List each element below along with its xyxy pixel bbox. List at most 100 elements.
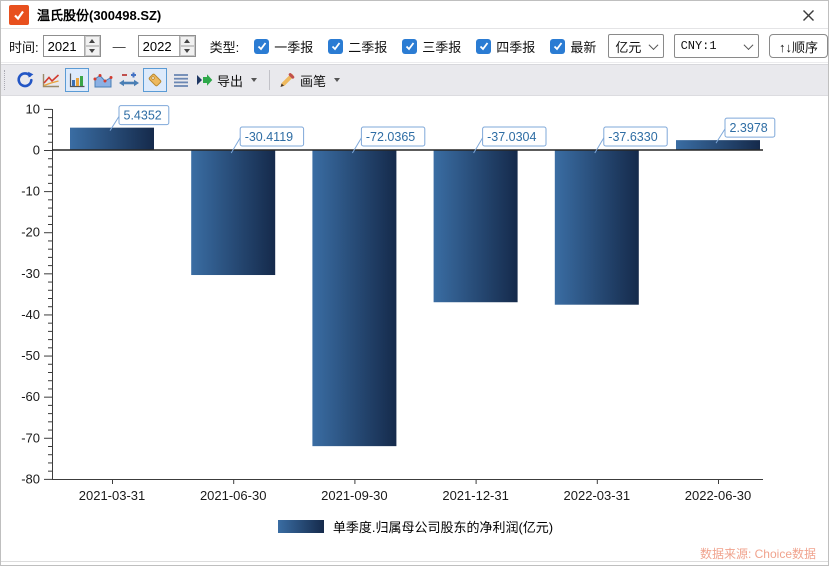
spin-down-icon: [184, 49, 191, 53]
toolbar-separator: [269, 70, 271, 90]
checkbox-latest[interactable]: 最新: [550, 37, 596, 56]
checkbox-q1[interactable]: 一季报: [254, 37, 313, 56]
y-tick-label: -60: [21, 389, 40, 404]
brush-dropdown-icon[interactable]: [334, 78, 341, 82]
y-tick-label: -70: [21, 430, 40, 445]
q4-label: 四季报: [496, 39, 536, 55]
year-from-spin-buttons: [83, 36, 100, 56]
x-tick-label: 2021-06-30: [200, 488, 267, 503]
value-label-box: [118, 105, 170, 126]
x-tick-label: 2021-09-30: [321, 488, 388, 503]
spin-up-icon: [184, 39, 191, 43]
unit-select-value: 亿元: [615, 39, 642, 55]
stock-checkbox[interactable]: [9, 4, 29, 25]
value-label: 2.3978: [730, 121, 768, 135]
chevron-down-icon: [648, 39, 659, 50]
data-source-note: 数据来源: Choice数据: [699, 547, 816, 561]
value-label-box: [724, 117, 776, 138]
value-label-box: [239, 126, 305, 147]
value-label: -30.4119: [245, 130, 293, 144]
y-tick-label: -30: [21, 266, 40, 281]
currency-select[interactable]: CNY:1: [673, 34, 759, 58]
export-button[interactable]: 导出: [196, 71, 261, 90]
export-dropdown-icon[interactable]: [251, 78, 258, 82]
list-icon: [174, 74, 188, 87]
latest-label: 最新: [570, 39, 597, 55]
bar[interactable]: [554, 150, 639, 305]
data-list-button[interactable]: [169, 68, 193, 92]
time-label: 时间:: [9, 39, 39, 55]
chart-legend: 单季度.归属母公司股东的净利润(亿元): [1, 517, 828, 536]
y-tick-label: -80: [21, 471, 40, 486]
refresh-button[interactable]: [13, 68, 37, 92]
bar[interactable]: [312, 150, 397, 447]
bar[interactable]: [191, 150, 276, 276]
close-button[interactable]: [798, 5, 818, 25]
bar-chart-button[interactable]: [65, 68, 89, 92]
tag-icon: [148, 73, 162, 87]
bar[interactable]: [433, 150, 518, 303]
year-to-spin-buttons: [178, 36, 195, 56]
y-tick-label: -50: [21, 348, 40, 363]
q2-checkbox[interactable]: [328, 38, 344, 54]
y-tick-label: -20: [21, 225, 40, 240]
year-from-spinner: [42, 35, 101, 57]
sort-order-button[interactable]: ↑↓顺序: [768, 34, 828, 58]
value-label: -72.0365: [366, 130, 415, 144]
checkmark-icon: [405, 42, 415, 51]
x-tick-label: 2022-03-31: [564, 488, 631, 503]
year-to-input[interactable]: [138, 36, 179, 56]
value-label: 5.4352: [124, 109, 162, 123]
y-tick-label: 10: [26, 101, 40, 116]
q3-label: 三季报: [422, 39, 462, 55]
bar[interactable]: [676, 140, 760, 150]
q2-label: 二季报: [348, 39, 388, 55]
bar[interactable]: [70, 127, 154, 150]
checkmark-icon: [331, 42, 340, 51]
checkmark-icon: [553, 42, 563, 51]
spin-up-button[interactable]: [84, 36, 100, 46]
brush-label: 画笔: [300, 73, 327, 89]
brush-button[interactable]: 画笔: [278, 71, 344, 90]
year-from-input[interactable]: [43, 36, 84, 56]
legend-swatch: [277, 520, 324, 533]
q4-checkbox[interactable]: [476, 38, 492, 54]
latest-checkbox[interactable]: [550, 38, 566, 54]
checkbox-q2[interactable]: 二季报: [328, 37, 387, 56]
q1-checkbox[interactable]: [254, 38, 270, 54]
value-label-box: [603, 126, 668, 147]
filter-toolbar: 时间: — 类型: 一季报 二季报: [1, 30, 828, 63]
value-label-box: [360, 126, 426, 147]
x-tick-label: 2022-06-30: [685, 488, 752, 503]
line-chart-button[interactable]: [39, 68, 63, 92]
checkbox-q3[interactable]: 三季报: [402, 37, 461, 56]
chevron-down-icon: [743, 39, 754, 50]
value-label-leader: [230, 136, 242, 154]
toolbar-grip[interactable]: [4, 70, 7, 90]
export-label: 导出: [217, 73, 244, 89]
data-label-button[interactable]: [143, 68, 167, 92]
value-label-leader: [109, 115, 120, 131]
spin-down-button[interactable]: [179, 46, 195, 56]
spin-up-button[interactable]: [179, 36, 195, 46]
checkmark-icon: [14, 10, 24, 20]
bar-chart-icon: [69, 73, 85, 87]
bar-width-button[interactable]: [117, 68, 141, 92]
close-icon: [802, 9, 814, 21]
y-tick-label: -40: [21, 307, 40, 322]
spin-up-icon: [89, 39, 96, 43]
spin-down-button[interactable]: [84, 46, 100, 56]
checkbox-q4[interactable]: 四季报: [476, 37, 535, 56]
line-chart-icon: [42, 73, 60, 87]
area-chart-button[interactable]: [91, 68, 115, 92]
value-label-leader: [351, 136, 363, 154]
q3-checkbox[interactable]: [402, 38, 418, 54]
value-label: -37.6330: [608, 130, 657, 144]
area-chart-icon: [93, 73, 113, 87]
chart-icon-toolbar: 导出 画笔: [1, 64, 828, 96]
x-tick-label: 2021-03-31: [79, 488, 146, 503]
y-tick-label: 0: [33, 143, 40, 158]
unit-select[interactable]: 亿元: [608, 34, 664, 58]
chart-area: 10 0 -10 -20 -30 -40 -50 -60 -70 -80 2021-03-31 202…: [1, 96, 828, 551]
title-bar: 温氏股份(300498.SZ): [1, 1, 828, 29]
